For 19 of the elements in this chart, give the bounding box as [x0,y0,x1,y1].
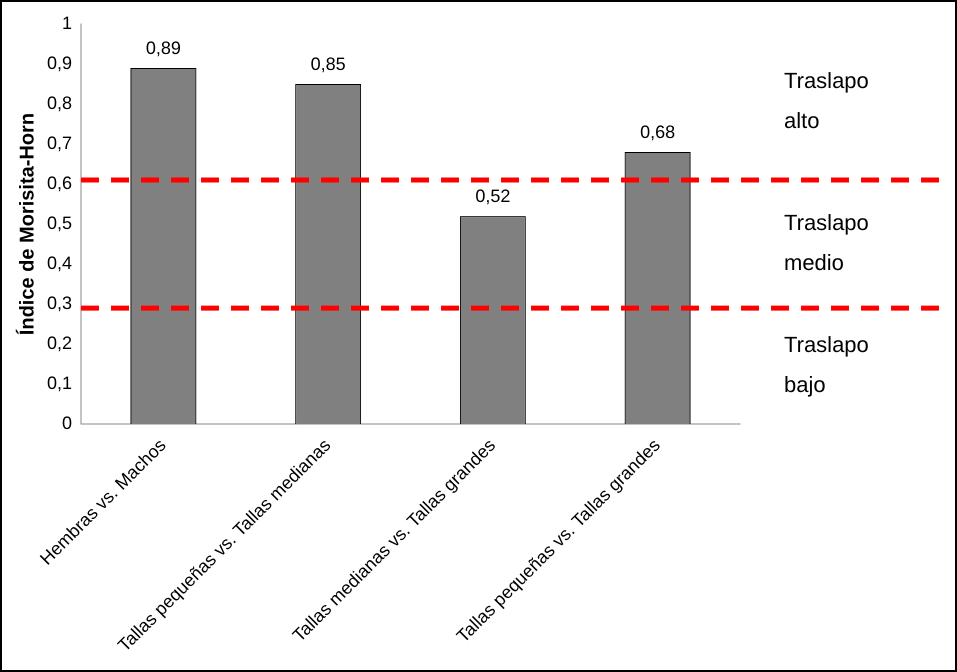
y-tick-label: 0,2 [46,333,72,354]
y-tick-label: 0,9 [46,52,72,73]
y-tick-label: 0,7 [46,133,72,154]
y-tick-label: 0,5 [46,213,72,234]
text: Traslapo medio [784,210,869,276]
text: Traslapo bajo [784,332,869,398]
y-axis-title: Índice de Morisita-Horn [16,112,39,336]
y-tick-label: 0,4 [46,253,72,274]
y-tick-label: 0,3 [46,293,72,314]
y-tick-label: 1 [62,12,72,33]
y-tick-label: 0,6 [46,173,72,194]
data-label: 0,68 [640,122,676,142]
data-label: 0,52 [475,186,510,206]
y-tick-label: 0,1 [46,373,72,394]
data-label: 0,85 [310,54,346,74]
y-tick-label: 0 [62,413,72,434]
data-label: 0,89 [146,38,181,58]
text: Traslapo alto [784,68,869,134]
y-tick-label: 0,8 [46,92,72,113]
